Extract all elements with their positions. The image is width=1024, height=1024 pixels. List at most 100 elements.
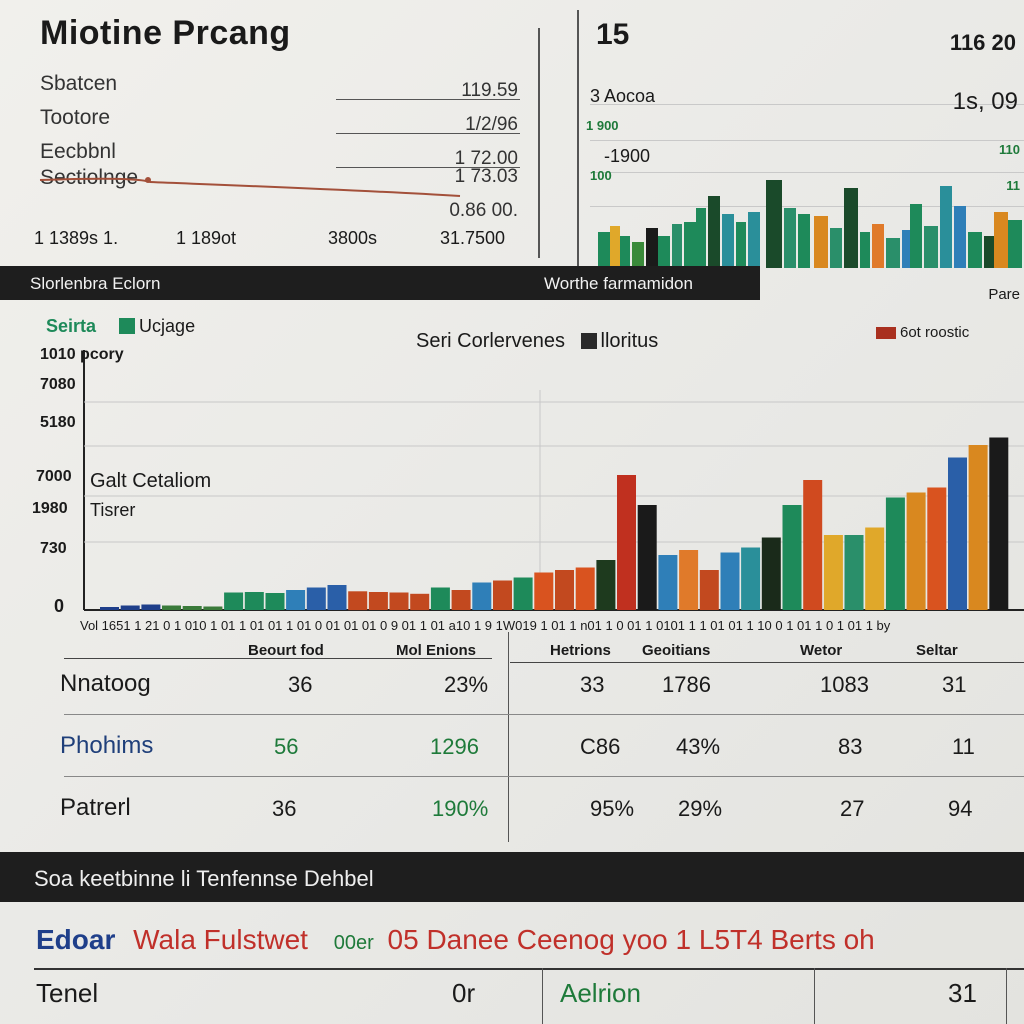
stat-underline xyxy=(336,167,520,168)
stat-value: 1 72.00 xyxy=(454,148,518,169)
stat-underline xyxy=(336,99,520,100)
table-cell: 36 xyxy=(288,672,313,697)
chart-bar xyxy=(265,593,285,610)
table-row: Phohims 56 1296 C86 43% 83 11 xyxy=(60,718,1024,778)
mini-bar xyxy=(632,242,644,268)
mini-bar xyxy=(672,224,682,268)
section-subtitle: Worthe farmamidon xyxy=(544,274,693,293)
table-cell: 31 xyxy=(942,672,967,697)
stat-label: Tootore xyxy=(40,106,111,129)
table-cell: 1296 xyxy=(430,734,479,759)
stats-footer: 1 1389s 1. 1 189ot 3800s 31.7500 xyxy=(34,220,526,256)
row-label: Phohims xyxy=(60,732,154,759)
chart-bar xyxy=(761,537,781,610)
table-cell: 56 xyxy=(274,734,299,759)
table-cell: 33 xyxy=(580,672,605,697)
page-title: Miotine Prcang xyxy=(40,14,291,52)
chart-bar xyxy=(637,505,657,610)
legend-swatch xyxy=(119,318,136,334)
footer-cell: Tenel xyxy=(36,978,99,1008)
mini-bar xyxy=(940,186,952,268)
chart-bar xyxy=(741,547,761,610)
legend-item: Seirta xyxy=(46,316,96,336)
mini-bar xyxy=(784,208,796,268)
chart-bar xyxy=(493,580,512,610)
row-label: Patrerl xyxy=(60,794,131,821)
table-row: Nnatoog 36 23% 33 1786 1083 31 xyxy=(60,656,1024,716)
table-cell: 94 xyxy=(948,796,973,821)
chart-legend: Seri Corlervenes lloritus xyxy=(416,330,658,353)
table-cell: 29% xyxy=(678,796,723,821)
chart-legend: 6ot roostic xyxy=(876,324,969,341)
chart-bar xyxy=(699,570,719,610)
stats-footer-item: 1 1389s 1. xyxy=(34,228,119,248)
table-cell: 11 xyxy=(952,734,975,759)
footer-header-band xyxy=(0,852,1024,902)
summary-stats: Sbatcen 119.59 Tootore 1/2/96 Eecbbnl 1 … xyxy=(34,66,526,248)
y-tick-label: 1980 xyxy=(32,500,68,517)
mini-chart-label: 3 Aocoa xyxy=(590,86,656,106)
mini-chart-label: 100 xyxy=(590,168,612,183)
table-header: Geoitians xyxy=(642,642,711,659)
table-cell: C86 xyxy=(580,734,621,759)
footer-summary-line: Edoar Wala Fulstwet 00er 05 Danee Ceenog… xyxy=(36,924,875,956)
stat-row: Sectiolnge 1 73.03 xyxy=(36,166,526,190)
section-header-band: Slorlenbra Eclorn Worthe farmamidon xyxy=(0,266,760,300)
divider xyxy=(577,10,579,266)
legend-label: Ucjage xyxy=(139,316,196,336)
mini-bar xyxy=(844,188,858,268)
legend-item: Seri Corlervenes xyxy=(416,330,565,352)
chart-bar xyxy=(658,555,678,610)
mini-bar xyxy=(814,216,828,268)
table-rule xyxy=(34,968,1024,970)
mini-chart-value: 116 20 xyxy=(949,30,1016,55)
legend-label: Seri Corlervenes xyxy=(416,330,565,352)
mini-bar xyxy=(886,238,900,268)
legend-item: lloritus xyxy=(580,330,658,352)
table-cell: 27 xyxy=(840,796,865,821)
table-row: Patrerl 36 190% 95% 29% 27 94 xyxy=(60,780,1024,840)
stat-label: Eecbbnl xyxy=(40,140,116,163)
chart-bar xyxy=(927,487,947,610)
stats-footer-item: 31.7500 xyxy=(440,228,506,248)
stat-underline xyxy=(336,133,520,134)
table-rule xyxy=(64,714,1024,715)
chart-bar xyxy=(534,572,554,610)
table-header: Hetrions xyxy=(550,642,611,659)
chart-bar xyxy=(720,552,740,610)
mini-bar xyxy=(696,208,706,268)
table-header: Seltar xyxy=(916,642,958,659)
table-header: Mol Enions xyxy=(396,642,476,659)
table-divider xyxy=(814,968,815,1024)
chart-bar xyxy=(368,592,388,610)
mini-bar xyxy=(646,228,658,268)
mini-bar xyxy=(860,232,870,268)
mini-bar xyxy=(722,214,734,268)
mini-bar xyxy=(872,224,884,268)
footer-segment: Wala Fulstwet xyxy=(133,924,308,955)
table-cell: 36 xyxy=(272,796,297,821)
chart-bar xyxy=(162,605,181,610)
chart-bar xyxy=(617,475,636,610)
stat-label: Sbatcen xyxy=(40,72,118,95)
chart-bar xyxy=(451,590,471,610)
y-tick-label: 0 xyxy=(54,596,65,616)
mini-bar xyxy=(968,232,982,268)
chart-bar xyxy=(555,570,574,610)
chart-bar xyxy=(865,527,885,610)
chart-annotation: Galt Cetaliom xyxy=(90,470,212,492)
mini-bar-chart xyxy=(598,180,1022,268)
table-header: Wetor xyxy=(800,642,843,659)
mini-bar xyxy=(766,180,782,268)
table-rule xyxy=(64,658,492,659)
footer-cell: 0r xyxy=(452,978,476,1008)
stat-row: Eecbbnl 1 72.00 xyxy=(36,134,526,169)
mini-bar xyxy=(924,226,938,268)
mini-bar xyxy=(598,232,610,268)
table-cell: 43% xyxy=(676,734,721,759)
chart-bar xyxy=(823,535,843,610)
stat-value: 1/2/96 xyxy=(465,114,518,135)
section-header-right: Pare xyxy=(988,286,1020,303)
footer-segment: Edoar xyxy=(36,924,116,955)
stats-footer-item: 3800s xyxy=(328,228,378,248)
